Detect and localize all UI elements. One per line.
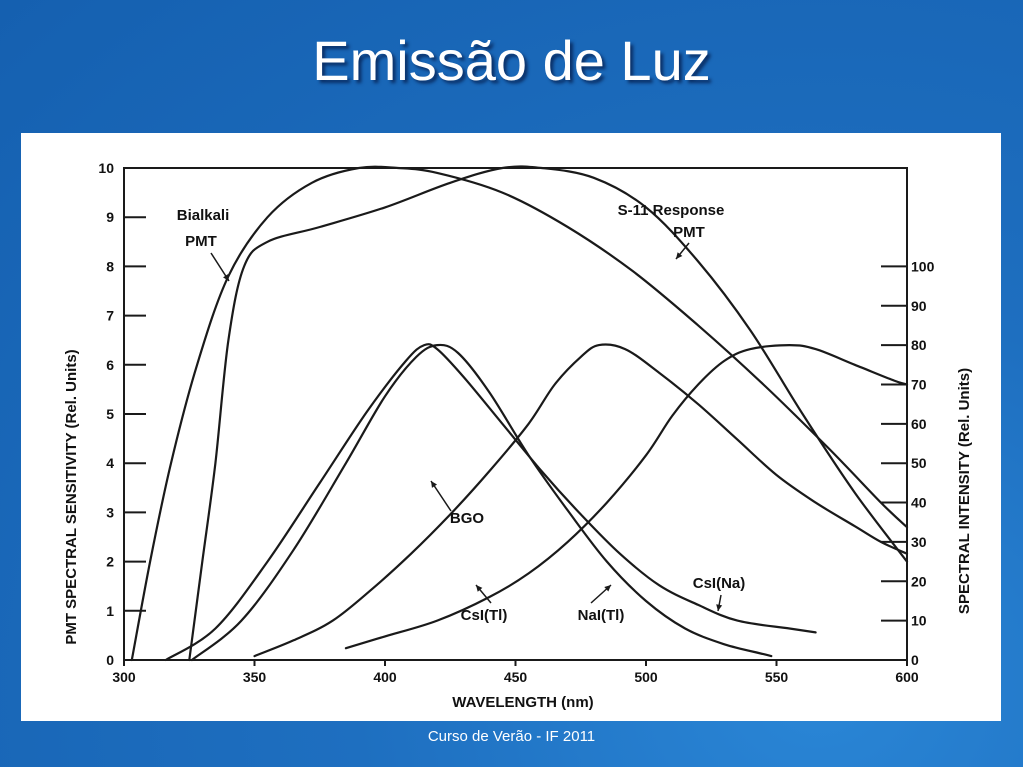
x-tick-label: 500 (634, 669, 658, 685)
x-tick-label: 450 (504, 669, 528, 685)
y-right-tick-label: 30 (911, 534, 927, 550)
y-left-tick-label: 3 (106, 504, 114, 520)
annotation-csi-na: CsI(Na) (693, 575, 746, 592)
y-right-tick-label: 50 (911, 455, 927, 471)
annotation-csi-tl: CsI(Tl) (461, 607, 508, 624)
curves (130, 165, 909, 662)
y-right-tick-label: 70 (911, 376, 927, 392)
x-tick-label: 350 (243, 669, 267, 685)
y-right-tick-label: 90 (911, 298, 927, 314)
y-left-tick-label: 2 (106, 554, 114, 570)
y-right-tick-label: 20 (911, 573, 927, 589)
y-right-tick-label: 0 (911, 652, 919, 668)
annotation-pmt: PMT (673, 224, 705, 241)
y-left-tick-label: 6 (106, 357, 114, 373)
curve-csi-na (164, 343, 817, 662)
annotation-arrowhead (716, 604, 723, 611)
axis-ticks: 300 350 400 450 500 550 6000123456789100102030… (98, 160, 934, 685)
annotations: Bialkali PMT S-11 Response PMT BGO CsI(Na) NaI… (177, 202, 746, 624)
y-left-tick-label: 9 (106, 209, 114, 225)
y-axis-label-right: SPECTRAL INTENSITY (Rel. Units) (956, 368, 973, 614)
curve-nai-tl (190, 343, 773, 662)
x-tick-label: 600 (895, 669, 919, 685)
y-right-tick-label: 40 (911, 495, 927, 511)
y-left-tick-label: 8 (106, 258, 114, 274)
plot-border (123, 167, 908, 661)
annotation-arrowhead (676, 252, 683, 259)
annotation-bgo: BGO (450, 510, 485, 527)
spectral-chart: 300 350 400 450 500 550 6000123456789100102030… (63, 160, 973, 711)
slide-footer: Curso de Verão - IF 2011 (427, 728, 596, 745)
annotation-arrowhead (604, 585, 611, 592)
y-left-tick-label: 10 (98, 160, 114, 176)
annotation-s-11-response: S-11 Response (618, 202, 725, 219)
curve-s-11-response-pmt (188, 165, 909, 662)
y-left-tick-label: 5 (106, 406, 114, 422)
x-tick-label: 400 (373, 669, 397, 685)
annotation-pmt: PMT (185, 233, 217, 250)
y-right-tick-label: 80 (911, 337, 927, 353)
y-right-tick-label: 10 (911, 613, 927, 629)
curve-bgo (253, 343, 909, 658)
slide-title: Emissão de Luz (312, 29, 711, 92)
annotation-arrowhead (223, 274, 229, 281)
x-axis-label: WAVELENGTH (nm) (452, 694, 593, 711)
y-left-tick-label: 7 (106, 308, 114, 324)
annotation-arrowhead (431, 481, 438, 488)
y-left-tick-label: 0 (106, 652, 114, 668)
curve-csi-tl (344, 344, 909, 650)
x-tick-label: 300 (112, 669, 136, 685)
plot-frame (123, 167, 908, 661)
x-tick-label: 550 (765, 669, 789, 685)
y-right-tick-label: 100 (911, 258, 935, 274)
y-right-tick-label: 60 (911, 416, 927, 432)
annotation-nai-tl: NaI(Tl) (578, 607, 625, 624)
annotation-arrowhead (476, 585, 483, 592)
y-axis-label-left: PMT SPECTRAL SENSITIVITY (Rel. Units) (63, 349, 80, 644)
chart-panel: 300 350 400 450 500 550 600 0 1 2 3 4 5 6 7 8 9 10 0 10 20 30… (21, 133, 1001, 721)
y-left-tick-label: 4 (106, 455, 114, 471)
y-left-tick-label: 1 (106, 603, 114, 619)
curve-bialkali-pmt (130, 165, 909, 662)
annotation-bialkali: Bialkali (177, 207, 230, 224)
